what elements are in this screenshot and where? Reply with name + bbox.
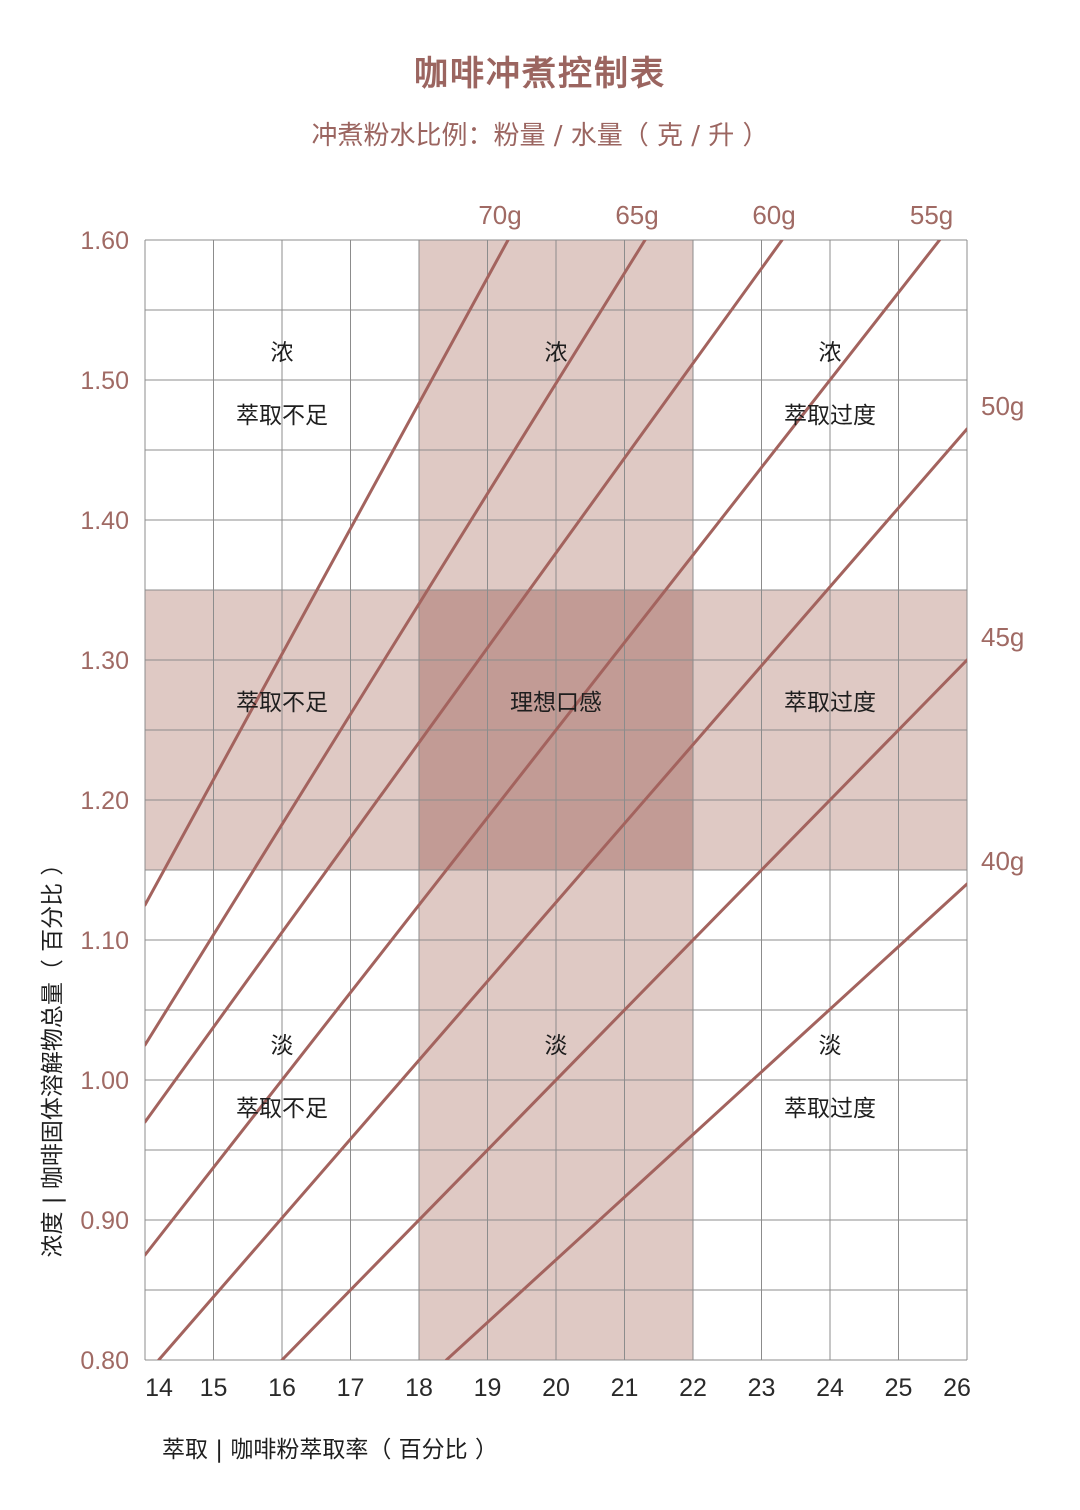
x-tick-label: 18 <box>405 1374 433 1402</box>
zone-label: 萃取不足 <box>236 403 328 429</box>
y-tick-label: 1.30 <box>80 647 129 675</box>
series-line-65g <box>145 240 647 1047</box>
grid-layer <box>144 239 968 1361</box>
x-tick-label: 15 <box>200 1374 228 1402</box>
x-tick-label: 19 <box>474 1374 502 1402</box>
zone-label: 萃取过度 <box>784 690 876 716</box>
y-axis-label: 浓度 | 咖啡固体溶解物总量（ 百分比 ） <box>40 853 66 1258</box>
zone-label: 浓 <box>545 340 568 366</box>
y-tick-label: 1.10 <box>80 927 129 955</box>
series-label-70g: 70g <box>478 200 521 230</box>
y-tick-label: 1.50 <box>80 367 129 395</box>
zone-label: 浓 <box>819 340 842 366</box>
series-line-55g <box>145 240 942 1257</box>
zone-label: 淡 <box>271 1033 294 1059</box>
x-tick-label: 20 <box>542 1374 570 1402</box>
series-line-45g <box>280 658 967 1360</box>
x-tick-label: 16 <box>268 1374 296 1402</box>
series-layer <box>145 240 967 1360</box>
x-tick-label: 17 <box>337 1374 365 1402</box>
series-label-65g: 65g <box>615 200 658 230</box>
zone-label: 理想口感 <box>510 690 602 716</box>
series-label-50g: 50g <box>981 391 1024 421</box>
x-tick-label: 23 <box>748 1374 776 1402</box>
x-tick-label: 22 <box>679 1374 707 1402</box>
zone-label: 萃取过度 <box>784 1096 876 1122</box>
series-line-60g <box>145 240 784 1124</box>
zone-label: 淡 <box>545 1033 568 1059</box>
zone-label: 淡 <box>819 1033 842 1059</box>
x-axis-label: 萃取 | 咖啡粉萃取率（ 百分比 ） <box>162 1437 498 1463</box>
chart-subtitle: 冲煮粉水比例：粉量 / 水量（ 克 / 升 ） <box>311 121 769 151</box>
zone-label: 萃取不足 <box>236 690 328 716</box>
series-label-60g: 60g <box>752 200 795 230</box>
series-line-50g <box>157 427 967 1360</box>
zone-label: 萃取不足 <box>236 1096 328 1122</box>
y-tick-label: 1.00 <box>80 1067 129 1095</box>
y-tick-label: 1.40 <box>80 507 129 535</box>
series-line-40g <box>444 882 967 1360</box>
y-tick-label: 0.80 <box>80 1347 129 1375</box>
x-tick-label: 24 <box>816 1374 844 1402</box>
series-label-55g: 55g <box>910 200 953 230</box>
zone-label: 浓 <box>271 340 294 366</box>
series-line-70g <box>145 240 510 907</box>
x-tick-label: 26 <box>943 1374 971 1402</box>
x-tick-label: 14 <box>145 1374 173 1402</box>
zone-label: 萃取过度 <box>784 403 876 429</box>
y-tick-label: 1.20 <box>80 787 129 815</box>
x-tick-label: 21 <box>611 1374 639 1402</box>
series-label-40g: 40g <box>981 846 1024 876</box>
y-tick-label: 1.60 <box>80 227 129 255</box>
chart-title: 咖啡冲煮控制表 <box>414 54 666 94</box>
x-tick-label: 25 <box>885 1374 913 1402</box>
series-label-45g: 45g <box>981 622 1024 652</box>
labels-layer: 70g 65g 60g 55g 50g 45g 40g 0.80 0.90 1.00 1.10 1.2… <box>40 200 1024 1463</box>
y-tick-label: 0.90 <box>80 1207 129 1235</box>
